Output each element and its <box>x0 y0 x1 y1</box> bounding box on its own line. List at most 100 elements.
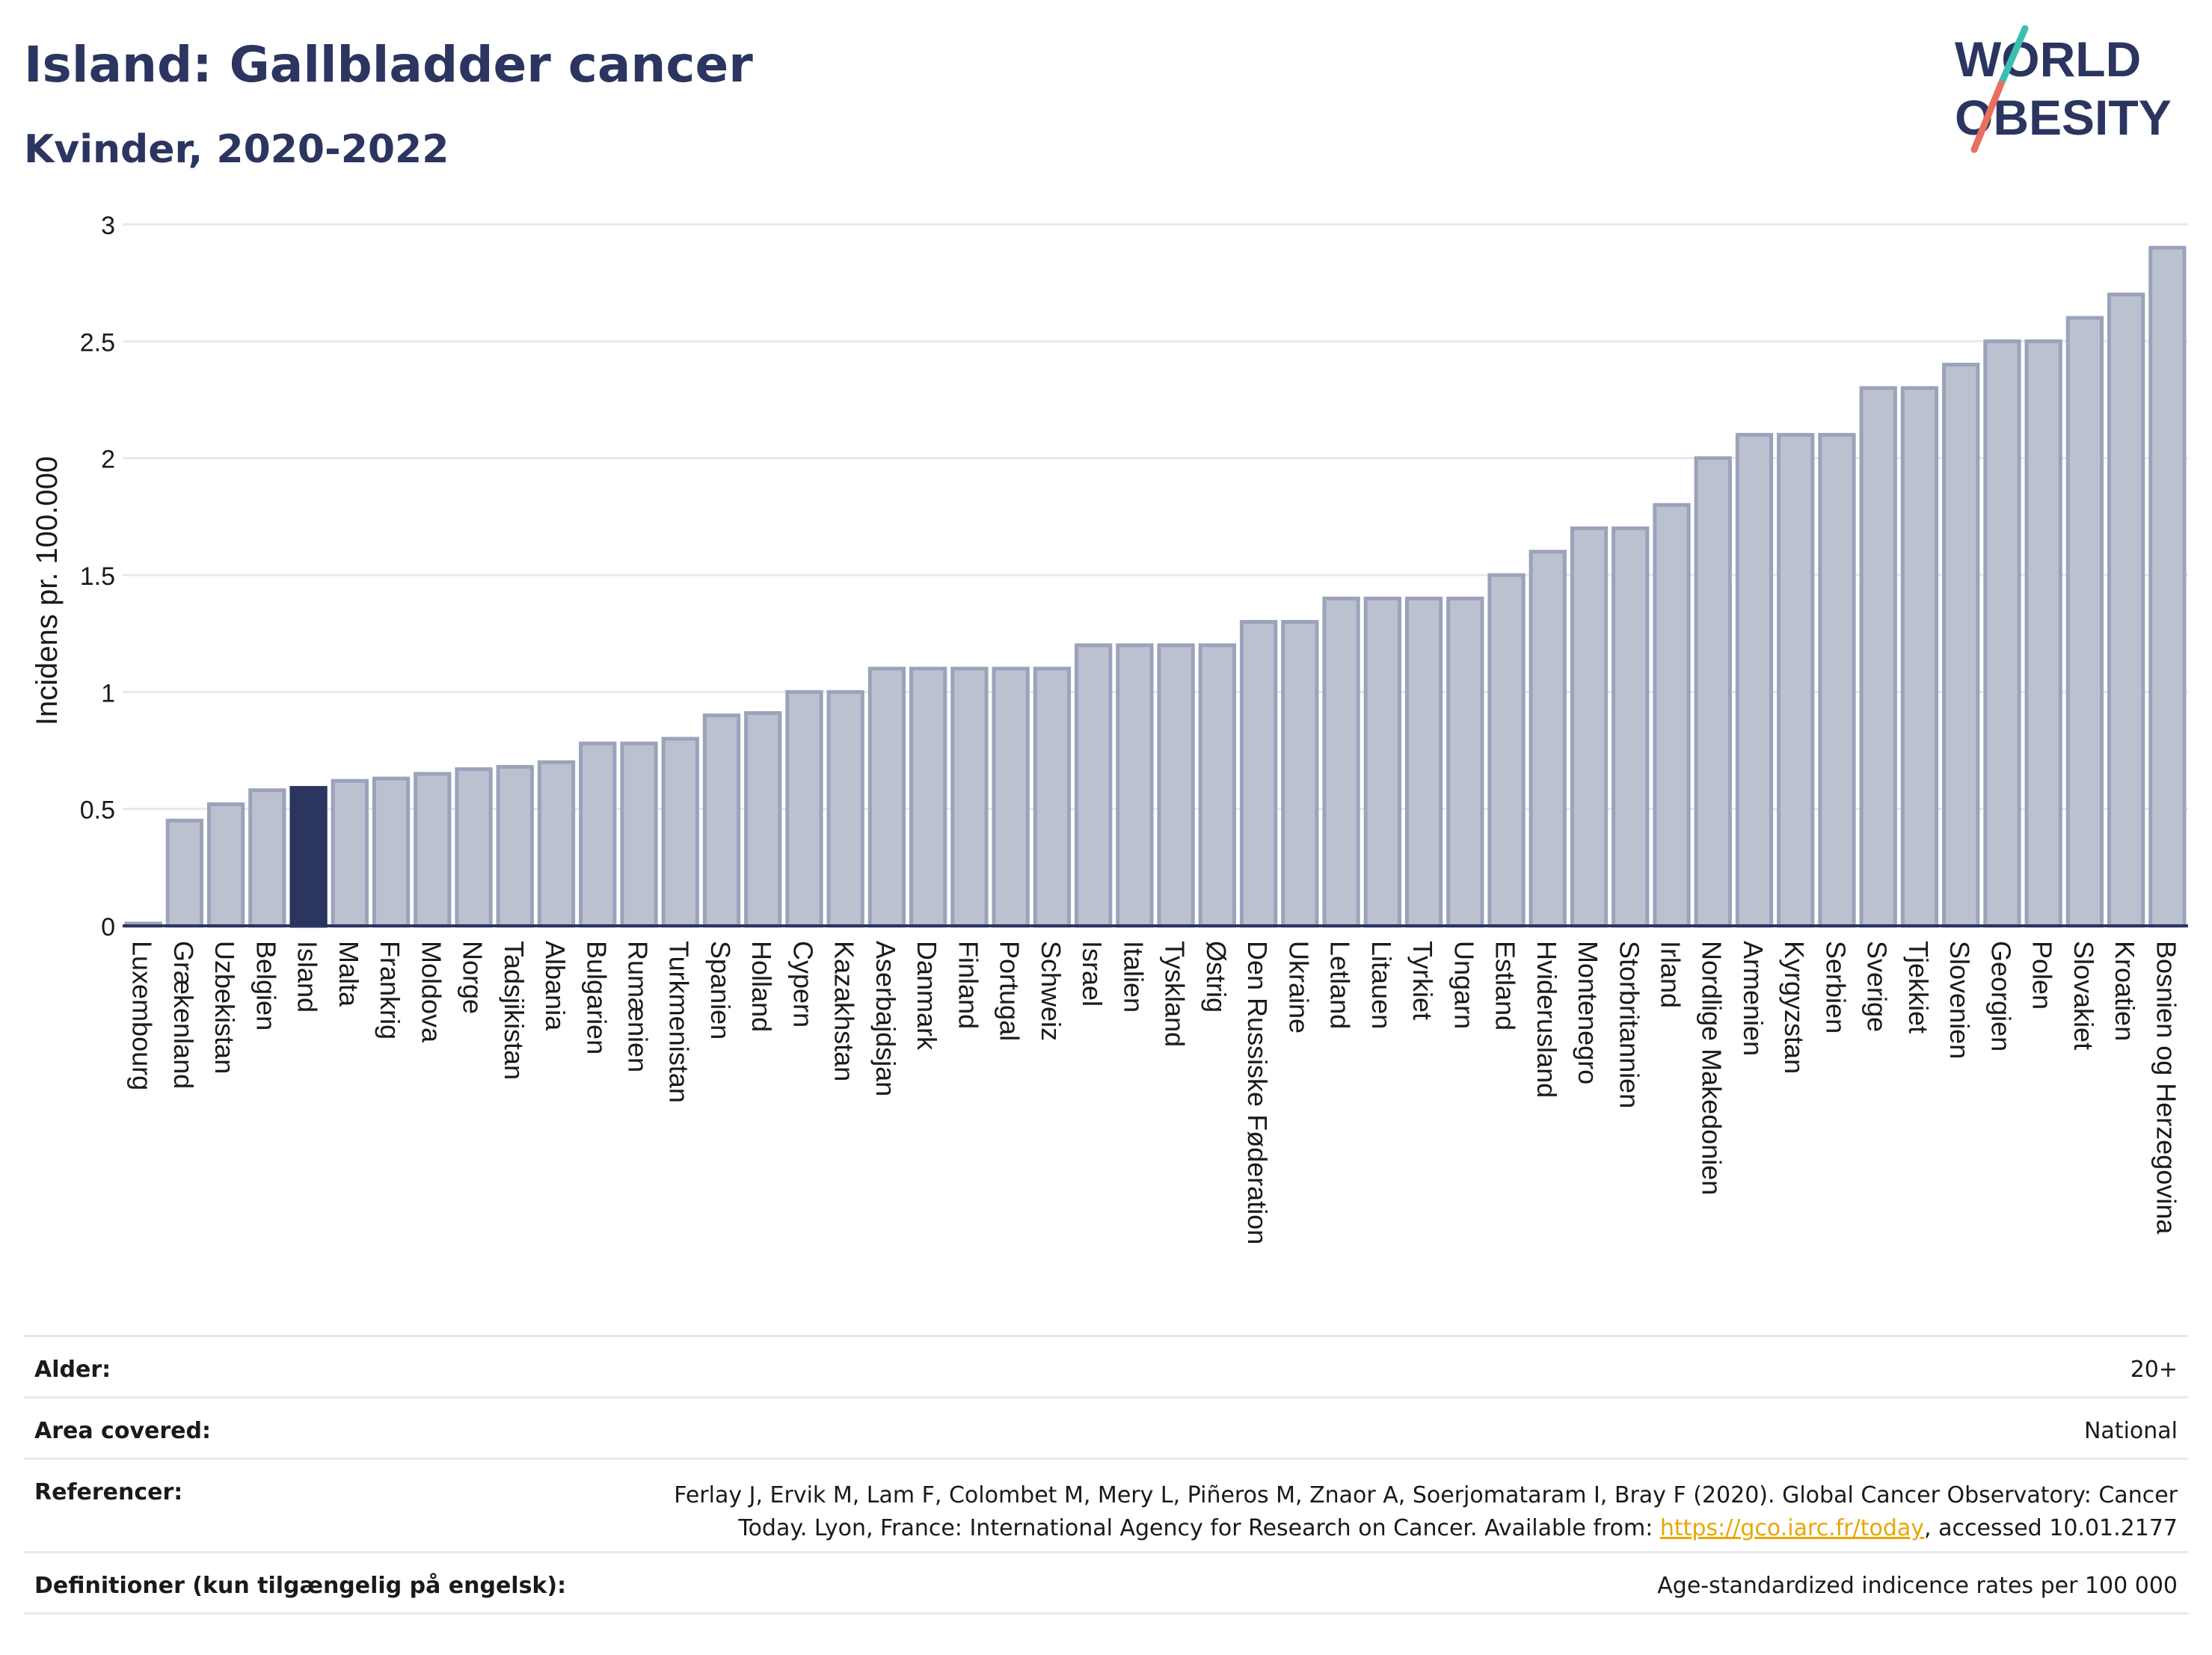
x-tick-label: Slovenien <box>1944 941 1975 1059</box>
bar-kyrgyzstan[interactable] <box>1777 432 1815 928</box>
bar-ukraine[interactable] <box>1281 620 1319 928</box>
bar-kroatien[interactable] <box>2107 292 2145 928</box>
y-tick-label: 2.5 <box>80 328 115 357</box>
bar-rumænien[interactable] <box>620 741 658 928</box>
bar-spanien[interactable] <box>702 713 741 928</box>
bar-armenien[interactable] <box>1735 432 1774 928</box>
bar-den-russiske-føderation[interactable] <box>1239 620 1278 928</box>
x-tick-label: Irland <box>1656 941 1686 1008</box>
bar-ungarn[interactable] <box>1446 596 1484 928</box>
bar-finland[interactable] <box>950 666 989 928</box>
x-tick-label: Island <box>292 941 323 1013</box>
bar-island[interactable] <box>289 786 328 928</box>
bar-sverige[interactable] <box>1859 386 1897 928</box>
x-tick-label: Belgien <box>251 941 281 1031</box>
logo-text-world: WORLD <box>1955 31 2141 87</box>
reference-link[interactable]: https://gco.iarc.fr/today <box>1659 1515 1925 1541</box>
x-tick-label: Luxembourg <box>127 941 158 1090</box>
bar-grækenland[interactable] <box>165 818 204 928</box>
bar-malta[interactable] <box>331 779 369 928</box>
bar-georgien[interactable] <box>1983 339 2021 928</box>
bar-cypern[interactable] <box>785 690 823 928</box>
bar-montenegro[interactable] <box>1570 526 1609 928</box>
x-tick-label: Nordlige Makedonien <box>1697 941 1727 1195</box>
bar-danmark[interactable] <box>909 666 947 928</box>
bar-turkmenistan[interactable] <box>661 737 699 928</box>
x-tick-label: Kazakhstan <box>829 941 860 1081</box>
x-tick-label: Finland <box>953 941 983 1029</box>
bar-belgien[interactable] <box>248 788 286 928</box>
x-tick-label: Tadsjikistan <box>499 941 529 1080</box>
area-row: Area covered: National <box>24 1396 2188 1458</box>
bar-moldova[interactable] <box>414 772 452 928</box>
bar-irland[interactable] <box>1653 503 1691 928</box>
bar-estland[interactable] <box>1487 573 1526 928</box>
x-tick-label: Bosnien og Herzegovina <box>2151 941 2181 1235</box>
bar-italien[interactable] <box>1116 643 1154 928</box>
x-tick-label: Storbritannien <box>1614 941 1644 1108</box>
bar-litauen[interactable] <box>1363 596 1401 928</box>
x-tick-label: Tjekkiet <box>1903 941 1934 1034</box>
y-axis-label: Incidens pr. 100.000 <box>31 456 64 725</box>
table-bottom-border <box>24 1612 2188 1615</box>
x-tick-label: Kroatien <box>2110 941 2140 1041</box>
bar-norge[interactable] <box>455 767 493 928</box>
bar-tyskland[interactable] <box>1157 643 1195 928</box>
x-tick-label: Schweiz <box>1036 941 1066 1041</box>
bar-slovenien[interactable] <box>1942 363 1980 928</box>
bar-schweiz[interactable] <box>1033 666 1072 928</box>
x-tick-label: Frankrig <box>375 941 405 1040</box>
bar-hviderusland[interactable] <box>1529 550 1567 928</box>
bar-frankrig[interactable] <box>372 776 411 928</box>
bar-bulgarien[interactable] <box>579 741 617 928</box>
world-obesity-logo: WORLD OBESITY <box>1955 25 2172 153</box>
bar-holland[interactable] <box>744 710 782 928</box>
y-tick-label: 3 <box>101 212 115 240</box>
x-tick-label: Sverige <box>1862 941 1893 1032</box>
x-tick-label: Israel <box>1077 941 1107 1007</box>
x-tick-label: Tyrkiet <box>1407 941 1438 1020</box>
bar-østrig[interactable] <box>1198 643 1237 928</box>
age-value: 20+ <box>2130 1357 2178 1383</box>
bar-albania[interactable] <box>537 760 576 928</box>
definitions-row: Definitioner (kun tilgængelig på engelsk… <box>24 1551 2188 1612</box>
y-tick-label: 1 <box>101 679 115 707</box>
bar-serbien[interactable] <box>1818 432 1856 928</box>
x-tick-label: Litauen <box>1366 941 1397 1029</box>
x-tick-label: Malta <box>334 941 364 1007</box>
x-tick-label: Slovakiet <box>2068 941 2099 1050</box>
x-tick-label: Uzbekistan <box>209 941 240 1074</box>
x-tick-label: Holland <box>746 941 777 1032</box>
bar-letland[interactable] <box>1322 596 1360 928</box>
bar-aserbajdsjan[interactable] <box>867 666 906 928</box>
bar-tyrkiet[interactable] <box>1404 596 1443 928</box>
x-tick-label: Kyrgyzstan <box>1779 941 1810 1074</box>
x-tick-label: Hviderusland <box>1531 941 1562 1098</box>
bar-tjekkiet[interactable] <box>1900 386 1939 928</box>
y-tick-label: 0.5 <box>80 796 115 825</box>
bar-tadsjikistan[interactable] <box>496 764 534 928</box>
reference-accessed: , accessed 10.01.2177 <box>1924 1515 2178 1541</box>
bar-storbritannien[interactable] <box>1612 526 1650 928</box>
x-tick-label: Rumænien <box>623 941 654 1072</box>
bar-israel[interactable] <box>1074 643 1113 928</box>
x-tick-label: Bulgarien <box>581 941 612 1054</box>
x-tick-label: Ukraine <box>1283 941 1314 1034</box>
x-tick-label: Aserbajdsjan <box>870 941 901 1096</box>
definitions-value: Age-standardized indicence rates per 100… <box>1657 1573 2178 1599</box>
area-label: Area covered: <box>34 1418 211 1444</box>
y-tick-labels: 0 0.5 1 1.5 2 2.5 3 <box>80 212 115 942</box>
bar-polen[interactable] <box>2024 339 2062 928</box>
bar-portugal[interactable] <box>992 666 1030 928</box>
bar-nordlige-makedonien[interactable] <box>1694 456 1732 928</box>
x-tick-label: Montenegro <box>1573 941 1603 1084</box>
bar-slovakiet[interactable] <box>2065 316 2104 928</box>
reference-text: Ferlay J, Ervik M, Lam F, Colombet M, Me… <box>607 1479 2178 1545</box>
info-table: Alder: 20+ Area covered: National Refere… <box>24 1335 2188 1615</box>
age-row: Alder: 20+ <box>24 1335 2188 1396</box>
bar-bosnien-og-herzegovina[interactable] <box>2148 245 2187 928</box>
bar-kazakhstan[interactable] <box>826 690 864 928</box>
bar-uzbekistan[interactable] <box>206 802 245 928</box>
reference-label: Referencer: <box>34 1479 183 1505</box>
page-title: Island: Gallbladder cancer <box>24 36 753 93</box>
